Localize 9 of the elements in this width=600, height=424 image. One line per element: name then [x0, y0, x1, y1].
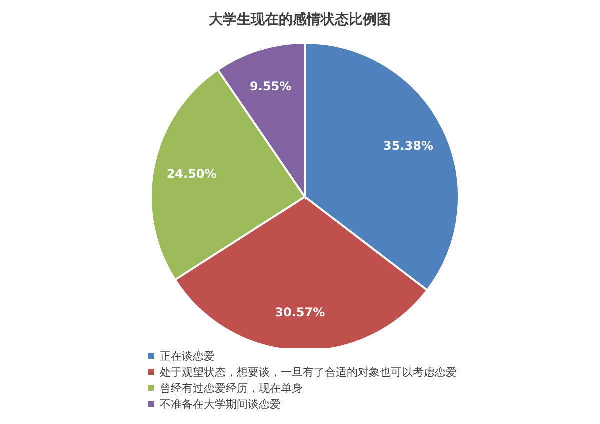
data-label: 24.50% [166, 166, 217, 181]
legend-label: 正在谈恋爱 [160, 348, 215, 364]
data-label: 35.38% [384, 138, 434, 153]
data-label: 9.55% [250, 80, 292, 94]
data-label: 30.57% [275, 305, 326, 320]
chart-title: 大学生现在的感情状态比例图 [209, 12, 391, 28]
legend-label: 曾经有过恋爱经历，现在单身 [160, 380, 303, 396]
legend-label: 处于观望状态，想要谈，一旦有了合适的对象也可以考虑恋爱 [160, 364, 457, 380]
legend-label: 不准备在大学期间谈恋爱 [160, 396, 281, 412]
